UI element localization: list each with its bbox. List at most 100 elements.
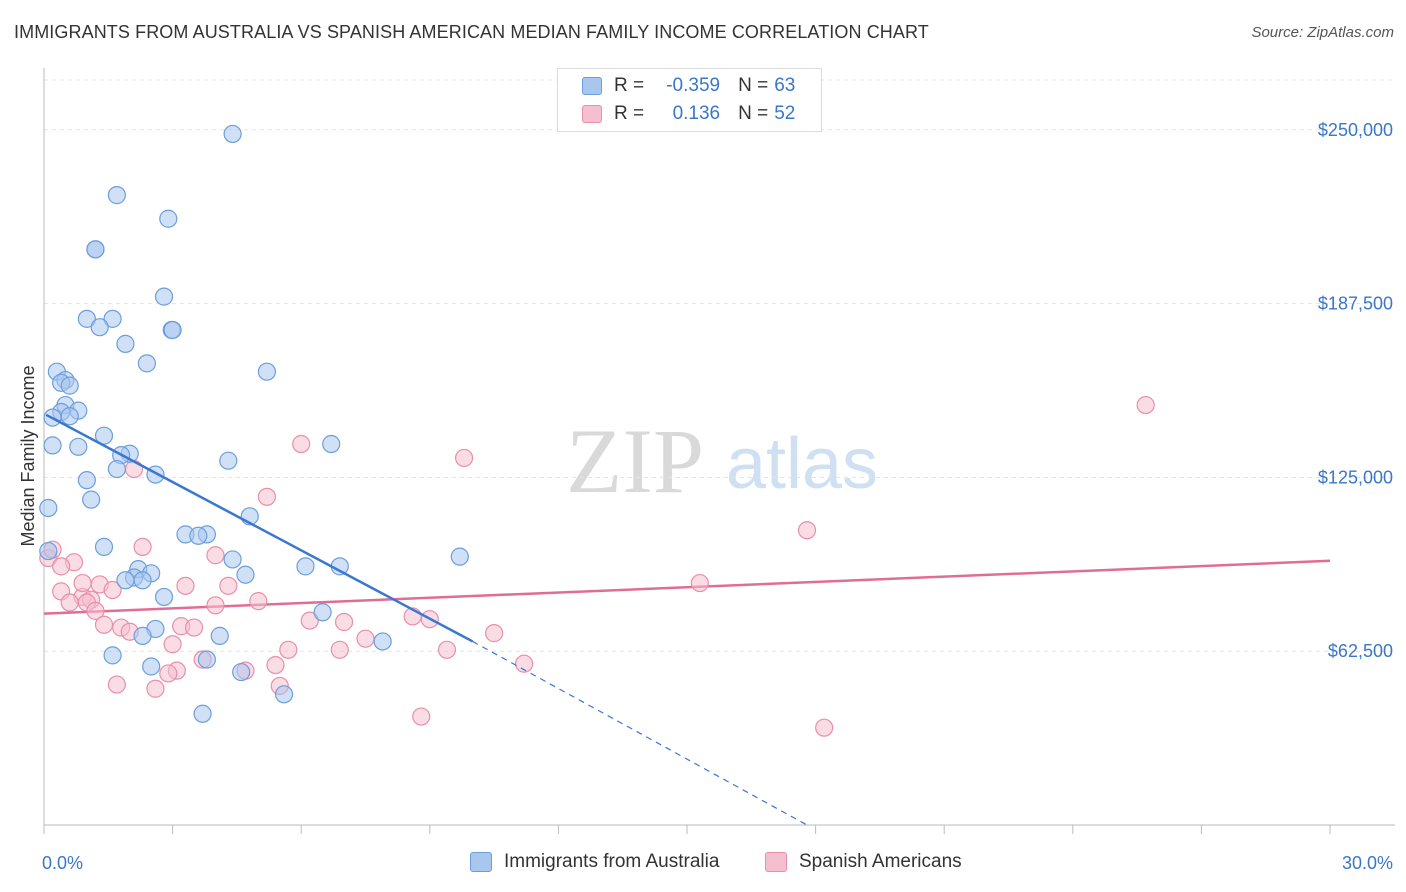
data-point: [1136, 395, 1155, 415]
chart-title: IMMIGRANTS FROM AUSTRALIA VS SPANISH AME…: [14, 22, 929, 42]
data-point: [133, 571, 152, 590]
data-point: [219, 451, 238, 470]
data-point: [249, 592, 268, 611]
watermark: ZIP atlas: [566, 410, 878, 512]
data-point: [257, 487, 277, 506]
data-point: [219, 576, 238, 595]
data-point: [82, 490, 101, 509]
x-tick-labels: 0.0% 30.0%: [42, 853, 1393, 873]
data-point: [52, 557, 71, 576]
x-tick-label: 0.0%: [42, 853, 83, 873]
trend-line-immigrants-from-australia: [45, 413, 808, 826]
data-point: [515, 654, 534, 673]
data-point: [266, 655, 285, 675]
data-point: [124, 459, 144, 479]
watermark-atlas: atlas: [726, 424, 878, 504]
legend-swatch-blue: [582, 77, 602, 95]
data-point: [193, 704, 212, 723]
data-point: [330, 640, 349, 659]
source-label: Source: ZipAtlas.com: [1251, 24, 1394, 41]
y-tick-label: $187,500: [1318, 294, 1393, 314]
data-point: [60, 593, 79, 612]
data-point: [437, 640, 457, 659]
data-point: [184, 618, 204, 637]
data-point: [454, 448, 474, 468]
x-tick-label: 30.0%: [1342, 853, 1393, 873]
legend-n-value: 63: [774, 75, 796, 96]
data-point: [154, 587, 174, 607]
y-tick-label: $125,000: [1318, 467, 1393, 487]
data-point: [107, 186, 126, 205]
trend-line-extension: [472, 640, 808, 826]
data-point: [60, 376, 79, 395]
data-point: [223, 550, 242, 569]
legend-n-label: N =: [738, 103, 769, 124]
data-point: [206, 546, 225, 565]
data-point: [313, 603, 332, 622]
data-point: [300, 611, 319, 630]
data-point: [322, 434, 341, 454]
data-point: [373, 632, 392, 651]
watermark-zip: ZIP: [566, 410, 704, 512]
data-point: [797, 521, 817, 540]
legend-row-spanish: R = 0.136 N = 52: [582, 101, 795, 127]
data-point: [77, 309, 96, 328]
data-point: [133, 626, 152, 645]
data-point: [223, 124, 242, 144]
data-point: [334, 612, 354, 632]
data-point: [107, 675, 126, 694]
data-point: [159, 664, 178, 683]
data-point: [77, 471, 96, 490]
legend-row-australia: R = -0.359 N = 63: [582, 73, 795, 99]
data-point: [116, 571, 135, 590]
data-point: [90, 318, 109, 337]
data-point: [69, 437, 88, 456]
data-point: [210, 626, 229, 645]
trend-line: [45, 413, 474, 643]
legend-r-value: 0.136: [672, 103, 721, 124]
data-point: [163, 320, 182, 340]
data-point: [279, 640, 298, 659]
data-point: [450, 547, 469, 566]
y-tick-label: $62,500: [1328, 641, 1393, 661]
data-point: [103, 580, 122, 600]
data-point: [485, 624, 504, 643]
legend-r-label: R =: [614, 103, 645, 124]
data-point: [86, 240, 105, 259]
data-point: [412, 707, 431, 726]
bottom-legend-australia: Immigrants from Australia: [470, 851, 719, 873]
data-point: [197, 650, 216, 669]
data-point: [60, 407, 79, 426]
axes: [43, 68, 1395, 834]
data-point: [86, 601, 105, 620]
data-point: [232, 662, 251, 682]
data-point: [296, 557, 315, 576]
legend: R = -0.359 N = 63 R = 0.136 N = 52: [557, 68, 822, 132]
data-point: [94, 615, 114, 634]
data-point: [206, 596, 225, 615]
legend-r-value: -0.359: [666, 75, 721, 96]
data-point: [39, 541, 58, 561]
data-point: [43, 436, 62, 455]
data-point: [146, 679, 165, 698]
y-axis-label: Median Family Income: [18, 365, 38, 546]
data-point: [815, 718, 834, 737]
legend-n-label: N =: [738, 75, 769, 96]
data-point: [39, 498, 58, 518]
data-point: [356, 629, 375, 648]
data-point: [274, 685, 294, 704]
data-point: [292, 434, 311, 454]
bottom-legend-label: Spanish Americans: [799, 851, 962, 872]
data-point: [103, 646, 122, 665]
data-point: [159, 209, 178, 228]
data-point: [154, 287, 174, 306]
data-point: [690, 573, 709, 593]
bottom-legend-swatch-blue: [470, 852, 492, 872]
data-point: [257, 362, 277, 381]
y-tick-labels: $62,500 $125,000 $187,500 $250,000: [1318, 120, 1393, 661]
data-point: [133, 537, 152, 557]
data-point: [142, 657, 161, 676]
data-point: [176, 576, 195, 595]
bottom-legend-label: Immigrants from Australia: [504, 851, 720, 872]
